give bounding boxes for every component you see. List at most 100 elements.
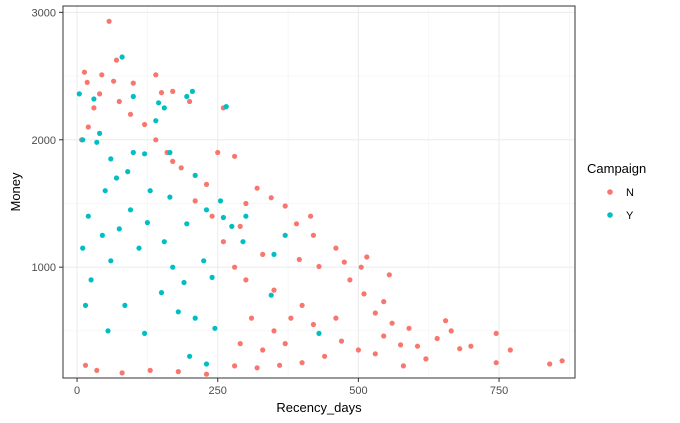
- data-point: [381, 333, 387, 339]
- data-point: [167, 194, 173, 200]
- data-point: [232, 264, 238, 270]
- data-point: [212, 325, 218, 331]
- data-point: [142, 151, 148, 157]
- data-point: [181, 279, 187, 286]
- data-point: [386, 272, 392, 278]
- data-point: [116, 98, 122, 105]
- data-points: [76, 18, 565, 377]
- data-point: [237, 341, 243, 347]
- y-tick-label: 3000: [32, 7, 56, 19]
- data-point: [127, 207, 134, 213]
- data-point: [232, 153, 238, 159]
- data-point: [355, 347, 361, 353]
- data-point: [187, 353, 193, 359]
- data-point: [81, 69, 87, 75]
- data-point: [268, 195, 274, 201]
- data-point: [434, 335, 440, 342]
- y-tick-label: 2000: [32, 135, 56, 147]
- data-point: [220, 239, 226, 245]
- data-point: [229, 223, 235, 229]
- y-axis: 1000 2000 3000: [32, 7, 63, 274]
- data-point: [178, 165, 184, 171]
- data-point: [260, 347, 266, 353]
- data-point: [282, 232, 288, 238]
- data-point: [293, 221, 300, 227]
- data-point: [94, 367, 100, 373]
- data-point: [372, 351, 378, 357]
- data-point: [82, 302, 89, 308]
- data-point: [243, 200, 249, 207]
- data-point: [209, 213, 215, 219]
- data-point: [105, 328, 111, 334]
- legend: Campaign NY: [587, 161, 646, 222]
- data-point: [147, 367, 153, 373]
- data-point: [443, 318, 449, 324]
- legend-key-N: [607, 189, 613, 195]
- data-point: [80, 137, 86, 143]
- data-point: [153, 72, 159, 78]
- data-point: [153, 137, 159, 143]
- data-point: [130, 93, 136, 100]
- data-point: [136, 245, 142, 251]
- data-point: [80, 245, 86, 251]
- data-point: [215, 149, 221, 156]
- data-point: [203, 371, 210, 377]
- legend-key-Y: [607, 212, 613, 218]
- data-point: [468, 343, 474, 349]
- data-point: [282, 203, 288, 209]
- data-point: [153, 118, 159, 124]
- data-point: [232, 363, 238, 369]
- x-axis-title: Recency_days: [276, 400, 362, 415]
- data-point: [240, 239, 246, 245]
- data-point: [203, 207, 210, 213]
- data-point: [161, 105, 167, 111]
- data-point: [192, 172, 198, 178]
- data-point: [85, 213, 91, 219]
- data-point: [296, 256, 302, 263]
- data-point: [333, 245, 339, 251]
- data-point: [170, 88, 176, 94]
- x-tick-label: 250: [209, 385, 227, 397]
- data-point: [260, 251, 266, 257]
- data-point: [91, 96, 97, 102]
- x-tick-label: 500: [349, 385, 367, 397]
- data-point: [347, 277, 353, 283]
- data-point: [144, 220, 150, 226]
- data-point: [559, 358, 565, 364]
- data-point: [192, 315, 198, 321]
- data-point: [184, 221, 190, 227]
- data-point: [122, 302, 128, 308]
- data-point: [277, 362, 283, 368]
- data-point: [76, 91, 82, 97]
- data-point: [299, 302, 305, 308]
- data-point: [175, 309, 181, 315]
- series-Y: [76, 54, 322, 367]
- data-point: [147, 188, 153, 194]
- y-tick-label: 1000: [32, 262, 56, 274]
- data-point: [448, 328, 454, 334]
- data-point: [161, 239, 167, 245]
- data-point: [333, 315, 339, 321]
- data-point: [203, 181, 210, 187]
- data-point: [189, 88, 195, 94]
- data-point: [400, 363, 406, 369]
- data-point: [167, 149, 173, 156]
- data-point: [389, 320, 395, 326]
- data-point: [248, 315, 255, 321]
- data-point: [192, 198, 198, 204]
- panel-background: [63, 6, 575, 378]
- data-point: [142, 121, 148, 128]
- data-point: [170, 158, 176, 164]
- data-point: [203, 361, 210, 367]
- data-point: [358, 264, 364, 270]
- data-point: [271, 328, 277, 334]
- data-point: [254, 185, 260, 191]
- data-point: [175, 369, 181, 375]
- data-point: [127, 111, 134, 117]
- x-tick-label: 0: [74, 385, 80, 397]
- data-point: [398, 342, 404, 348]
- data-point: [282, 341, 288, 347]
- data-point: [184, 93, 190, 100]
- data-point: [507, 347, 513, 353]
